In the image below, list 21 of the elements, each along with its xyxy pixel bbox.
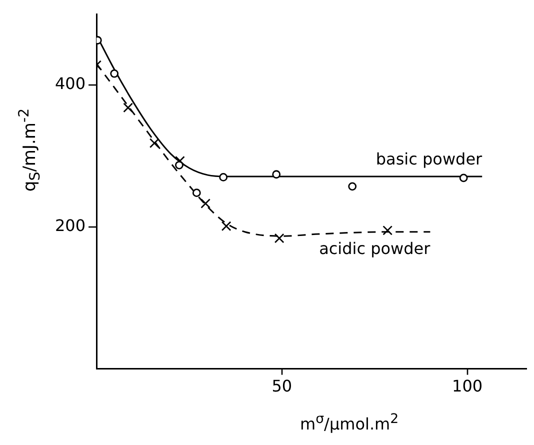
point bbox=[175, 160, 184, 170]
point bbox=[459, 174, 468, 182]
series-label: basic powder bbox=[376, 150, 483, 169]
point bbox=[348, 182, 357, 191]
y-tick-label: 400 bbox=[54, 74, 86, 94]
point bbox=[382, 225, 393, 236]
point bbox=[219, 173, 228, 182]
point bbox=[192, 188, 201, 198]
point bbox=[200, 198, 210, 208]
point bbox=[272, 170, 281, 179]
point bbox=[274, 233, 284, 244]
point bbox=[221, 221, 232, 232]
point bbox=[110, 69, 119, 78]
point bbox=[123, 102, 133, 113]
point bbox=[149, 138, 160, 148]
x-tick-label: 50 bbox=[272, 376, 292, 396]
y-tick-label: 200 bbox=[54, 216, 86, 236]
x-axis-title: m$^{σ}$/μmol.m$^{2}$ bbox=[300, 412, 399, 434]
x-tick-label: 100 bbox=[452, 376, 483, 396]
point bbox=[175, 156, 185, 166]
series-label: acidic powder bbox=[319, 239, 431, 258]
